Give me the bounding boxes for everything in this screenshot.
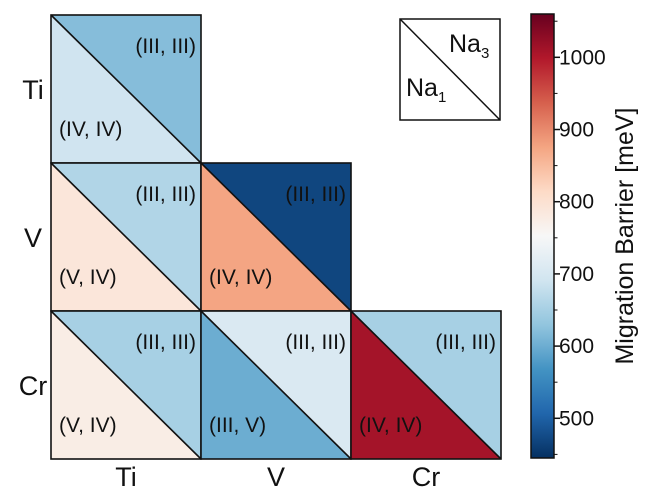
cell-cr-v-diagonal — [200, 310, 352, 460]
cell-cr-ti-upper-label: (III, III) — [135, 331, 196, 354]
colorbar-tick-label-900: 900 — [559, 119, 594, 142]
triangle-key: Na3 Na1 — [399, 18, 501, 121]
colorbar-tick-label-500: 500 — [559, 407, 594, 430]
cell-ti-ti-diagonal — [50, 14, 202, 164]
cell-v-ti-diagonal — [50, 162, 202, 312]
cell-cr-v-lower-label: (III, V) — [209, 414, 266, 437]
cell-ti-ti-lower-label: (IV, IV) — [59, 118, 122, 141]
triangle-key-lower-label: Na1 — [406, 74, 446, 106]
colorbar-tick-label-700: 700 — [559, 263, 594, 286]
col-label-ti: Ti — [115, 462, 137, 488]
colorbar: 500 600 700 800 900 1000 Migration Barrier [m… — [530, 13, 639, 459]
cell-cr-cr-border — [350, 310, 502, 460]
cell-ti-ti-upper-label: (III, III) — [135, 35, 196, 58]
cell-cr-cr-upper-label: (III, III) — [435, 331, 496, 354]
row-label-ti: Ti — [22, 75, 44, 105]
cell-cr-cr-lower-label: (IV, IV) — [359, 414, 422, 437]
triangle-key-upper-label: Na3 — [449, 30, 489, 62]
cell-cr-cr-diagonal — [350, 310, 502, 460]
cell-v-v-diagonal — [200, 162, 352, 312]
triangle-key-diagonal — [399, 18, 501, 121]
cell-v-ti-lower-label: (V, IV) — [59, 266, 117, 289]
colorbar-tick-label-1000: 1000 — [559, 46, 606, 69]
cell-v-v-lower-label: (IV, IV) — [209, 266, 272, 289]
colorbar-ticks: 500 600 700 800 900 1000 — [554, 20, 606, 455]
colorbar-title: Migration Barrier [meV] — [611, 107, 639, 364]
cell-cr-ti-lower-label: (V, IV) — [59, 414, 117, 437]
cell-v-ti-upper-label: (III, III) — [135, 183, 196, 206]
row-label-v: V — [24, 223, 42, 253]
cell-cr-v-upper-label: (III, III) — [285, 331, 346, 354]
heatmap-axis-labels: Ti V Cr Ti V Cr — [19, 75, 441, 488]
row-label-cr: Cr — [19, 371, 48, 401]
colorbar-gradient — [530, 13, 555, 459]
heatmap-cells — [50, 14, 502, 460]
colorbar-tick-label-800: 800 — [559, 191, 594, 214]
col-label-v: V — [267, 462, 285, 488]
colorbar-tick-label-600: 600 — [559, 335, 594, 358]
cell-v-v-upper-label: (III, III) — [285, 183, 346, 206]
heatmap-cell-labels: (III, III) (IV, IV) (III, III) (V, IV) (III,… — [59, 35, 496, 437]
cell-cr-ti-diagonal — [50, 310, 202, 460]
col-label-cr: Cr — [412, 462, 441, 488]
